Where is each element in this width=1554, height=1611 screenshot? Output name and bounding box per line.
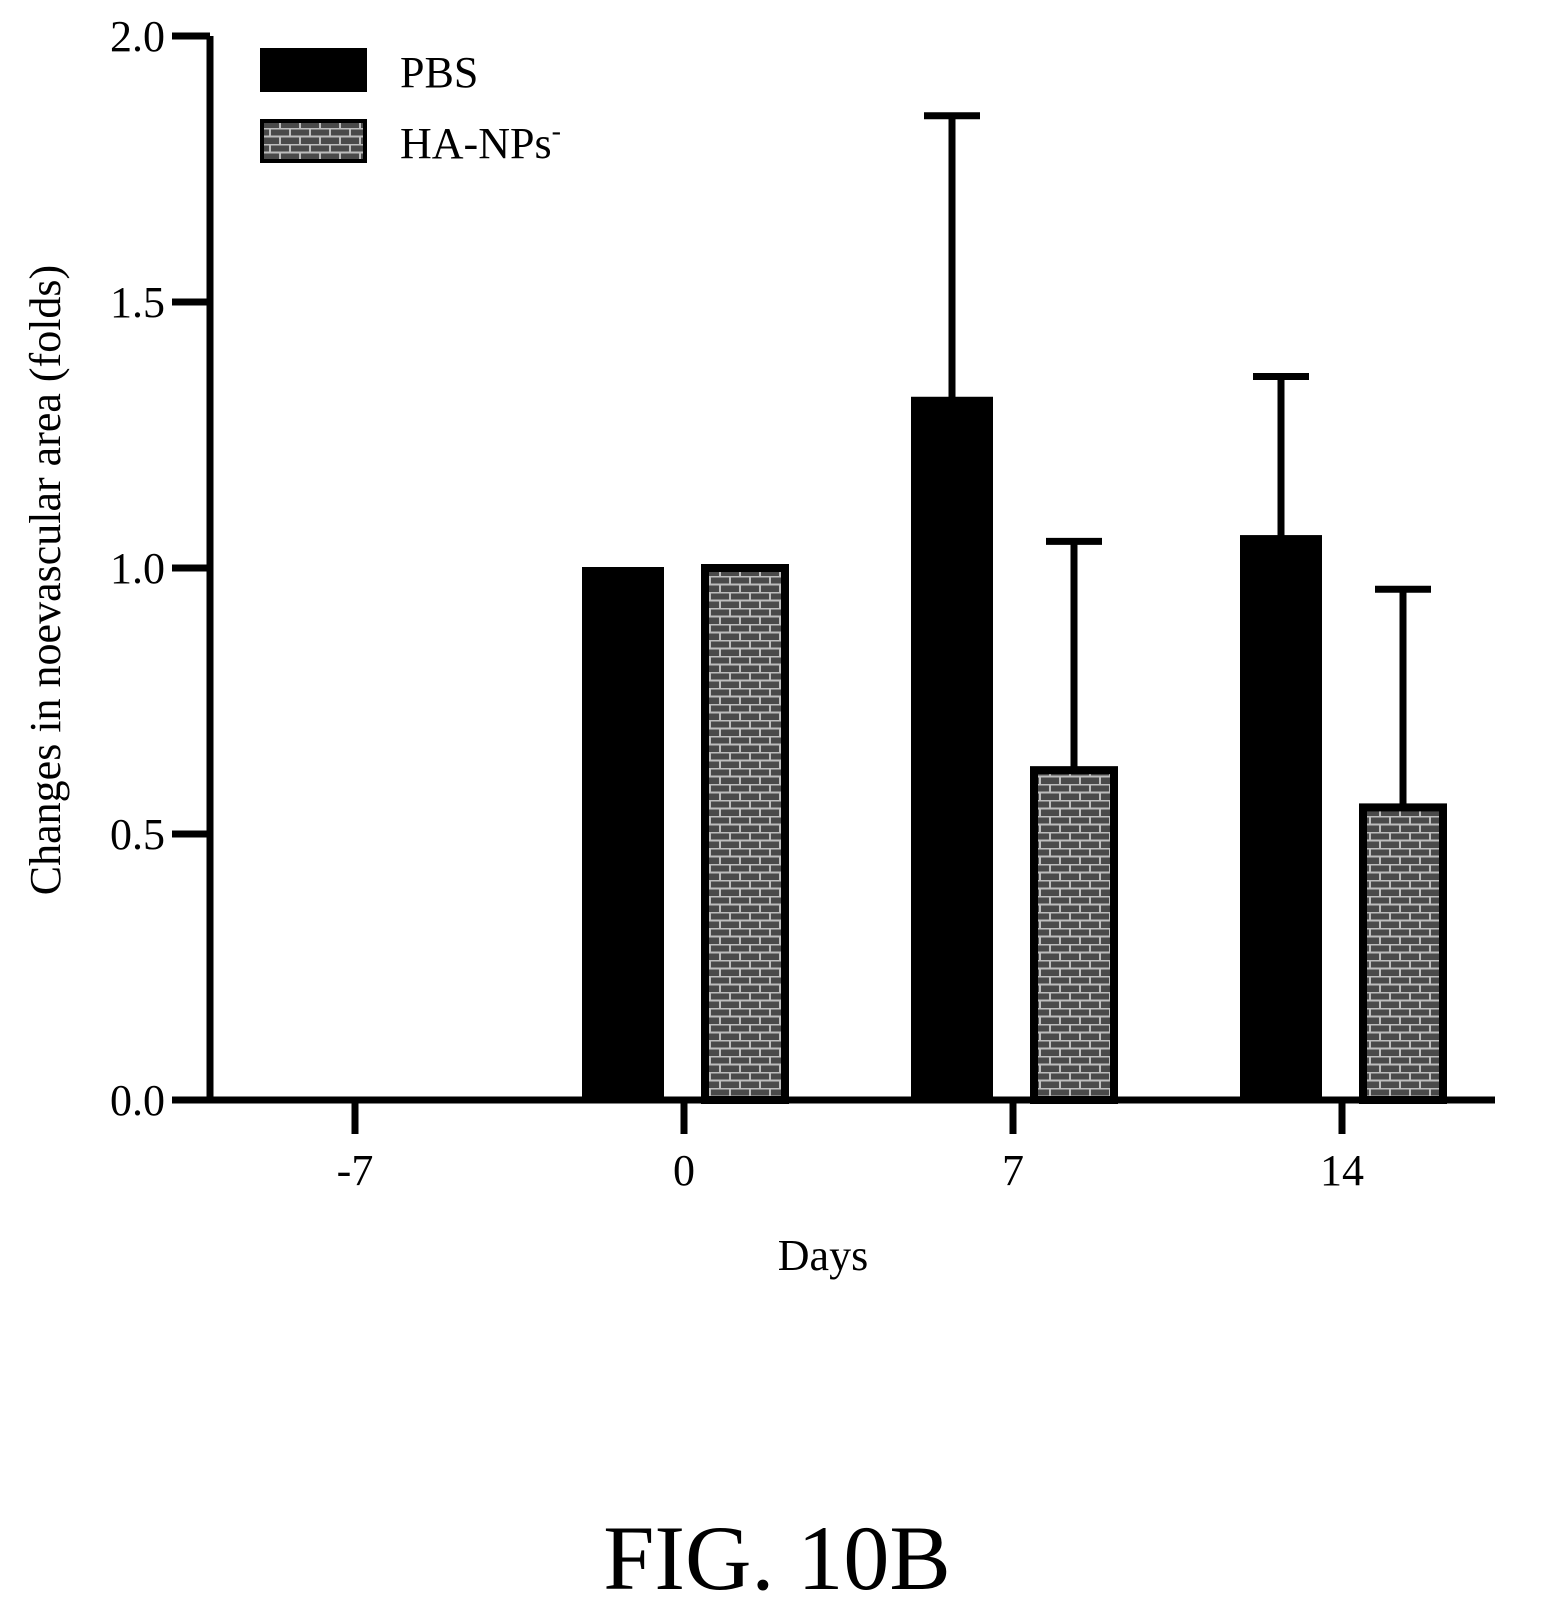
y-tick-label: 2.0 [110,12,165,61]
bar [1030,766,1118,1104]
error-bars [924,112,1431,808]
x-tick-label: 0 [673,1146,695,1195]
legend-label: PBS [400,48,478,97]
y-tick-label: 0.5 [110,810,165,859]
y-tick-label: 1.0 [110,544,165,593]
x-axis: -7 0 7 14 [172,1096,1495,1195]
legend-swatch [260,48,367,92]
legend: PBS HA-NPs- [260,48,561,168]
x-tick-label: 14 [1320,1146,1364,1195]
bars [582,396,1447,1105]
bar [1240,535,1322,1101]
bar [582,567,664,1101]
y-tick-label: 0.0 [110,1076,165,1125]
bar [701,564,789,1104]
bar [1359,803,1447,1105]
legend-swatch [260,119,367,163]
legend-label-superscript: - [552,116,561,147]
y-axis: 0.0 0.5 1.0 1.5 2.0 [110,12,214,1125]
x-tick-label: -7 [337,1146,374,1195]
y-tick-label: 1.5 [110,278,165,327]
bar [911,396,993,1101]
figure-caption: FIG. 10B [603,1507,951,1609]
x-axis-title: Days [778,1231,868,1280]
legend-label-text: HA-NPs [400,119,552,168]
legend-label: HA-NPs- [400,116,561,168]
y-axis-title: Changes in noevascular area (folds) [21,265,70,895]
x-tick-label: 7 [1002,1146,1024,1195]
legend-label-text: PBS [400,48,478,97]
